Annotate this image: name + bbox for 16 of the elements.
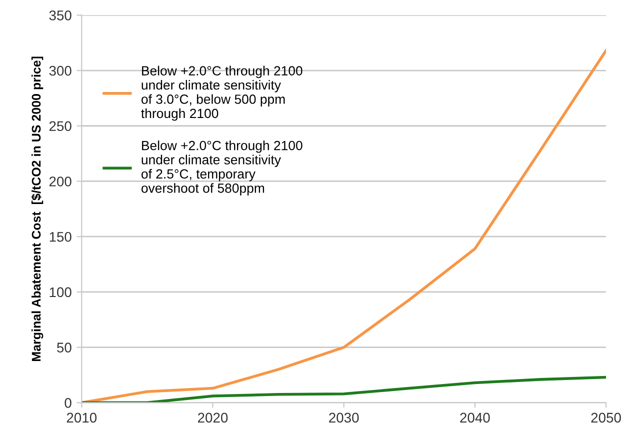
y-axis-title: Marginal Abatement Cost [$/tCO2 in US 2000 price] xyxy=(31,56,44,362)
y-tick-label: 50 xyxy=(57,342,72,352)
y-tick-label: 0 xyxy=(64,398,72,408)
y-tick-label: 300 xyxy=(49,66,72,76)
y-tick-label: 250 xyxy=(49,121,72,132)
y-tick-label: 100 xyxy=(50,287,72,298)
y-tick-label: 150 xyxy=(50,232,72,242)
x-tick-label: 2010 xyxy=(66,412,97,423)
x-tick-label: 2040 xyxy=(460,412,490,423)
y-tick-label: 350 xyxy=(49,10,72,20)
y-tick-label: 200 xyxy=(49,176,72,186)
x-tick-label: 2050 xyxy=(591,412,621,423)
x-tick-label: 2020 xyxy=(198,412,228,423)
x-tick-label: 2030 xyxy=(329,412,359,423)
legend-label: Below +2.0°C through 2100 under climate sensitivity of 3.0°C, below 500 ppm through 2100 xyxy=(141,66,302,121)
legend-label: Below +2.0°C through 2100 under climate sensitivity of 2.5°C, temporary overshoot of 580ppm xyxy=(142,140,302,196)
